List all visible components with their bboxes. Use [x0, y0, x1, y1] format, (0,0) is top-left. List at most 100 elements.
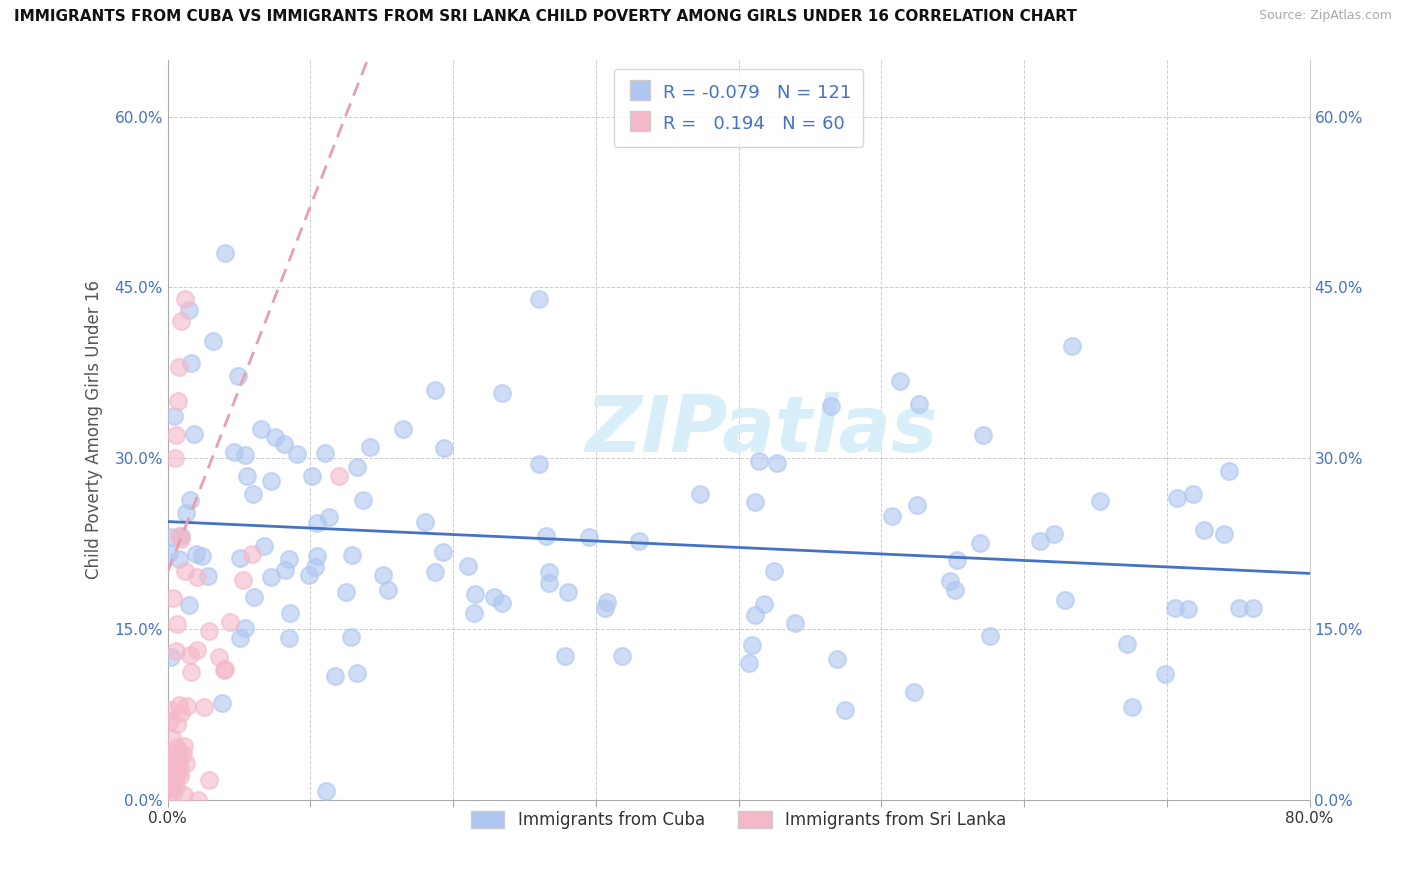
Point [167, 359, 190, 374]
Point [186, 643, 208, 657]
Point [174, 756, 197, 770]
Point [159, 780, 181, 795]
Point [783, 615, 806, 630]
Point [177, 599, 200, 613]
Point [156, 753, 179, 767]
Point [162, 591, 184, 605]
Point [346, 666, 368, 681]
Point [484, 590, 506, 604]
Point [160, 530, 183, 544]
Point [243, 591, 266, 605]
Point [162, 765, 184, 780]
Point [165, 428, 187, 442]
Point [232, 573, 254, 587]
Y-axis label: Child Poverty Among Girls Under 16: Child Poverty Among Girls Under 16 [86, 280, 103, 579]
Point [1029, 533, 1052, 548]
Point [180, 356, 202, 370]
Point [277, 631, 299, 645]
Point [1227, 601, 1250, 615]
Point [1062, 339, 1084, 353]
Point [197, 569, 219, 583]
Point [186, 570, 208, 584]
Point [1164, 600, 1187, 615]
Point [882, 509, 904, 524]
Point [162, 757, 184, 772]
Point [157, 780, 180, 795]
Legend: Immigrants from Cuba, Immigrants from Sri Lanka: Immigrants from Cuba, Immigrants from Sr… [464, 804, 1012, 836]
Point [159, 750, 181, 764]
Text: ZIPatlas: ZIPatlas [585, 392, 938, 467]
Point [193, 699, 215, 714]
Point [554, 648, 576, 663]
Point [340, 548, 363, 562]
Point [457, 558, 479, 573]
Point [738, 656, 761, 670]
Point [628, 534, 651, 549]
Point [1241, 600, 1264, 615]
Point [236, 468, 259, 483]
Point [249, 422, 271, 436]
Point [889, 374, 911, 388]
Point [163, 450, 186, 465]
Point [537, 576, 560, 591]
Point [170, 706, 193, 720]
Text: Source: ZipAtlas.com: Source: ZipAtlas.com [1258, 9, 1392, 22]
Point [323, 669, 346, 683]
Point [903, 685, 925, 699]
Point [413, 515, 436, 529]
Point [222, 445, 245, 459]
Point [1218, 464, 1240, 478]
Point [744, 607, 766, 622]
Point [179, 302, 201, 317]
Point [346, 459, 368, 474]
Point [174, 564, 197, 578]
Point [534, 528, 557, 542]
Point [165, 771, 187, 785]
Point [159, 649, 181, 664]
Point [173, 789, 195, 803]
Point [176, 506, 198, 520]
Point [170, 532, 193, 546]
Point [1213, 527, 1236, 541]
Point [165, 644, 187, 658]
Point [946, 553, 969, 567]
Point [179, 648, 201, 662]
Point [174, 292, 197, 306]
Point [166, 394, 188, 409]
Point [1166, 491, 1188, 505]
Point [242, 547, 264, 561]
Point [211, 696, 233, 710]
Point [208, 650, 231, 665]
Point [423, 566, 446, 580]
Point [596, 595, 619, 609]
Point [166, 617, 188, 632]
Point [762, 564, 785, 578]
Point [748, 454, 770, 468]
Point [423, 383, 446, 397]
Point [945, 582, 967, 597]
Point [1042, 526, 1064, 541]
Point [214, 663, 236, 677]
Point [157, 761, 180, 775]
Point [169, 529, 191, 543]
Point [169, 314, 191, 328]
Point [167, 755, 190, 769]
Point [1054, 592, 1077, 607]
Point [229, 551, 252, 566]
Point [578, 530, 600, 544]
Point [834, 703, 856, 717]
Point [433, 442, 456, 456]
Point [264, 430, 287, 444]
Point [825, 652, 848, 666]
Point [165, 780, 187, 794]
Point [163, 409, 186, 423]
Point [173, 739, 195, 753]
Point [741, 638, 763, 652]
Point [328, 468, 350, 483]
Point [180, 665, 202, 679]
Point [172, 747, 194, 761]
Point [340, 630, 363, 644]
Point [169, 763, 191, 777]
Point [233, 621, 256, 635]
Point [166, 717, 188, 731]
